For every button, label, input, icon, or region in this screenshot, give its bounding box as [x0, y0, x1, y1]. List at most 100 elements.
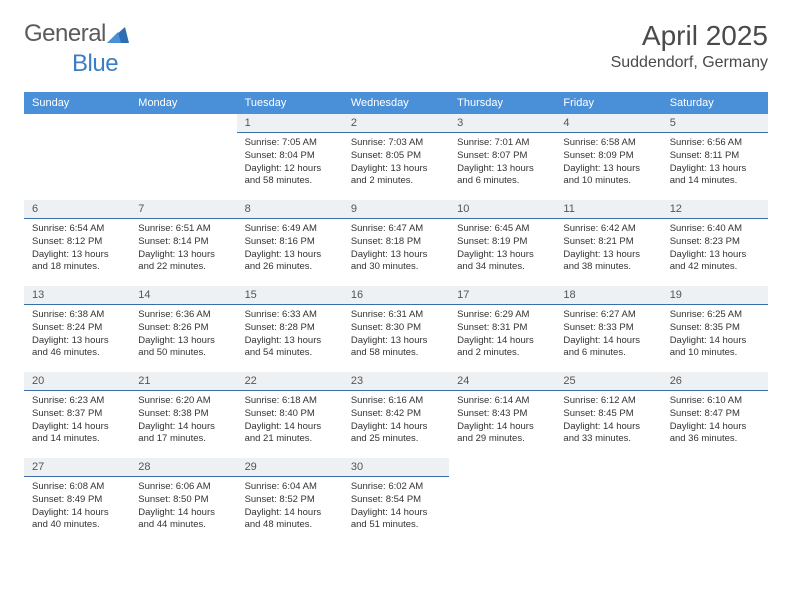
day-number: 25	[555, 372, 661, 391]
calendar-cell: 28Sunrise: 6:06 AMSunset: 8:50 PMDayligh…	[130, 458, 236, 544]
calendar-cell: 22Sunrise: 6:18 AMSunset: 8:40 PMDayligh…	[237, 372, 343, 458]
calendar-cell	[555, 458, 661, 544]
calendar-cell: 1Sunrise: 7:05 AMSunset: 8:04 PMDaylight…	[237, 114, 343, 200]
day-info: Sunrise: 6:20 AMSunset: 8:38 PMDaylight:…	[130, 391, 236, 452]
calendar-cell	[130, 114, 236, 200]
day-info: Sunrise: 6:40 AMSunset: 8:23 PMDaylight:…	[662, 219, 768, 280]
brand-text: GeneralBlue	[24, 20, 131, 78]
day-cell-inner: 6Sunrise: 6:54 AMSunset: 8:12 PMDaylight…	[24, 200, 130, 286]
day-cell-inner: 1Sunrise: 7:05 AMSunset: 8:04 PMDaylight…	[237, 114, 343, 200]
day-number: 21	[130, 372, 236, 391]
day-info: Sunrise: 6:23 AMSunset: 8:37 PMDaylight:…	[24, 391, 130, 452]
day-number: 15	[237, 286, 343, 305]
day-info: Sunrise: 6:49 AMSunset: 8:16 PMDaylight:…	[237, 219, 343, 280]
weekday-header: Saturday	[662, 92, 768, 114]
day-cell-inner: 13Sunrise: 6:38 AMSunset: 8:24 PMDayligh…	[24, 286, 130, 372]
weekday-header: Friday	[555, 92, 661, 114]
day-info: Sunrise: 6:10 AMSunset: 8:47 PMDaylight:…	[662, 391, 768, 452]
calendar-cell: 4Sunrise: 6:58 AMSunset: 8:09 PMDaylight…	[555, 114, 661, 200]
day-cell-inner: 3Sunrise: 7:01 AMSunset: 8:07 PMDaylight…	[449, 114, 555, 200]
page-title: April 2025	[611, 20, 768, 52]
calendar-cell: 11Sunrise: 6:42 AMSunset: 8:21 PMDayligh…	[555, 200, 661, 286]
calendar-cell: 21Sunrise: 6:20 AMSunset: 8:38 PMDayligh…	[130, 372, 236, 458]
calendar-cell: 30Sunrise: 6:02 AMSunset: 8:54 PMDayligh…	[343, 458, 449, 544]
day-info: Sunrise: 7:03 AMSunset: 8:05 PMDaylight:…	[343, 133, 449, 194]
day-cell-inner: 17Sunrise: 6:29 AMSunset: 8:31 PMDayligh…	[449, 286, 555, 372]
calendar-cell: 15Sunrise: 6:33 AMSunset: 8:28 PMDayligh…	[237, 286, 343, 372]
day-number: 2	[343, 114, 449, 133]
day-number: 26	[662, 372, 768, 391]
calendar-row: 1Sunrise: 7:05 AMSunset: 8:04 PMDaylight…	[24, 114, 768, 200]
calendar-cell: 27Sunrise: 6:08 AMSunset: 8:49 PMDayligh…	[24, 458, 130, 544]
day-info: Sunrise: 6:29 AMSunset: 8:31 PMDaylight:…	[449, 305, 555, 366]
brand-triangle-icon	[107, 22, 129, 50]
weekday-header: Tuesday	[237, 92, 343, 114]
day-cell-inner: 20Sunrise: 6:23 AMSunset: 8:37 PMDayligh…	[24, 372, 130, 458]
day-cell-inner: 19Sunrise: 6:25 AMSunset: 8:35 PMDayligh…	[662, 286, 768, 372]
calendar-cell: 26Sunrise: 6:10 AMSunset: 8:47 PMDayligh…	[662, 372, 768, 458]
day-cell-inner: 8Sunrise: 6:49 AMSunset: 8:16 PMDaylight…	[237, 200, 343, 286]
calendar-cell: 20Sunrise: 6:23 AMSunset: 8:37 PMDayligh…	[24, 372, 130, 458]
day-number: 23	[343, 372, 449, 391]
day-cell-inner: 28Sunrise: 6:06 AMSunset: 8:50 PMDayligh…	[130, 458, 236, 544]
day-info: Sunrise: 6:45 AMSunset: 8:19 PMDaylight:…	[449, 219, 555, 280]
day-number: 7	[130, 200, 236, 219]
day-cell-inner: 14Sunrise: 6:36 AMSunset: 8:26 PMDayligh…	[130, 286, 236, 372]
weekday-header: Monday	[130, 92, 236, 114]
weekday-header: Thursday	[449, 92, 555, 114]
day-number: 28	[130, 458, 236, 477]
day-cell-inner: 25Sunrise: 6:12 AMSunset: 8:45 PMDayligh…	[555, 372, 661, 458]
day-number: 29	[237, 458, 343, 477]
calendar-cell: 5Sunrise: 6:56 AMSunset: 8:11 PMDaylight…	[662, 114, 768, 200]
day-cell-inner: 18Sunrise: 6:27 AMSunset: 8:33 PMDayligh…	[555, 286, 661, 372]
day-cell-inner: 11Sunrise: 6:42 AMSunset: 8:21 PMDayligh…	[555, 200, 661, 286]
day-cell-inner: 5Sunrise: 6:56 AMSunset: 8:11 PMDaylight…	[662, 114, 768, 200]
calendar-table: SundayMondayTuesdayWednesdayThursdayFrid…	[24, 92, 768, 544]
day-info: Sunrise: 6:27 AMSunset: 8:33 PMDaylight:…	[555, 305, 661, 366]
weekday-header-row: SundayMondayTuesdayWednesdayThursdayFrid…	[24, 92, 768, 114]
calendar-cell: 12Sunrise: 6:40 AMSunset: 8:23 PMDayligh…	[662, 200, 768, 286]
day-info: Sunrise: 6:54 AMSunset: 8:12 PMDaylight:…	[24, 219, 130, 280]
day-number: 6	[24, 200, 130, 219]
day-number: 4	[555, 114, 661, 133]
day-info: Sunrise: 6:33 AMSunset: 8:28 PMDaylight:…	[237, 305, 343, 366]
day-cell-inner: 27Sunrise: 6:08 AMSunset: 8:49 PMDayligh…	[24, 458, 130, 544]
calendar-cell: 2Sunrise: 7:03 AMSunset: 8:05 PMDaylight…	[343, 114, 449, 200]
calendar-cell: 24Sunrise: 6:14 AMSunset: 8:43 PMDayligh…	[449, 372, 555, 458]
location-label: Suddendorf, Germany	[611, 54, 768, 72]
day-number: 19	[662, 286, 768, 305]
calendar-cell: 7Sunrise: 6:51 AMSunset: 8:14 PMDaylight…	[130, 200, 236, 286]
calendar-row: 6Sunrise: 6:54 AMSunset: 8:12 PMDaylight…	[24, 200, 768, 286]
day-number: 16	[343, 286, 449, 305]
calendar-cell: 9Sunrise: 6:47 AMSunset: 8:18 PMDaylight…	[343, 200, 449, 286]
title-block: April 2025 Suddendorf, Germany	[611, 20, 768, 72]
calendar-row: 13Sunrise: 6:38 AMSunset: 8:24 PMDayligh…	[24, 286, 768, 372]
day-cell-inner: 29Sunrise: 6:04 AMSunset: 8:52 PMDayligh…	[237, 458, 343, 544]
calendar-cell	[662, 458, 768, 544]
day-cell-inner: 10Sunrise: 6:45 AMSunset: 8:19 PMDayligh…	[449, 200, 555, 286]
brand-logo: GeneralBlue	[24, 20, 131, 78]
page-header: GeneralBlue April 2025 Suddendorf, Germa…	[24, 20, 768, 78]
day-info: Sunrise: 6:47 AMSunset: 8:18 PMDaylight:…	[343, 219, 449, 280]
day-info: Sunrise: 6:06 AMSunset: 8:50 PMDaylight:…	[130, 477, 236, 538]
day-number: 17	[449, 286, 555, 305]
calendar-cell: 14Sunrise: 6:36 AMSunset: 8:26 PMDayligh…	[130, 286, 236, 372]
calendar-cell: 19Sunrise: 6:25 AMSunset: 8:35 PMDayligh…	[662, 286, 768, 372]
day-info: Sunrise: 7:01 AMSunset: 8:07 PMDaylight:…	[449, 133, 555, 194]
day-info: Sunrise: 6:16 AMSunset: 8:42 PMDaylight:…	[343, 391, 449, 452]
day-number: 14	[130, 286, 236, 305]
calendar-cell: 25Sunrise: 6:12 AMSunset: 8:45 PMDayligh…	[555, 372, 661, 458]
calendar-row: 20Sunrise: 6:23 AMSunset: 8:37 PMDayligh…	[24, 372, 768, 458]
day-cell-inner: 4Sunrise: 6:58 AMSunset: 8:09 PMDaylight…	[555, 114, 661, 200]
day-number: 10	[449, 200, 555, 219]
weekday-header: Wednesday	[343, 92, 449, 114]
day-info: Sunrise: 6:36 AMSunset: 8:26 PMDaylight:…	[130, 305, 236, 366]
day-cell-inner: 7Sunrise: 6:51 AMSunset: 8:14 PMDaylight…	[130, 200, 236, 286]
calendar-cell: 6Sunrise: 6:54 AMSunset: 8:12 PMDaylight…	[24, 200, 130, 286]
day-number: 30	[343, 458, 449, 477]
calendar-cell: 18Sunrise: 6:27 AMSunset: 8:33 PMDayligh…	[555, 286, 661, 372]
day-info: Sunrise: 7:05 AMSunset: 8:04 PMDaylight:…	[237, 133, 343, 194]
day-info: Sunrise: 6:25 AMSunset: 8:35 PMDaylight:…	[662, 305, 768, 366]
calendar-row: 27Sunrise: 6:08 AMSunset: 8:49 PMDayligh…	[24, 458, 768, 544]
day-number: 22	[237, 372, 343, 391]
